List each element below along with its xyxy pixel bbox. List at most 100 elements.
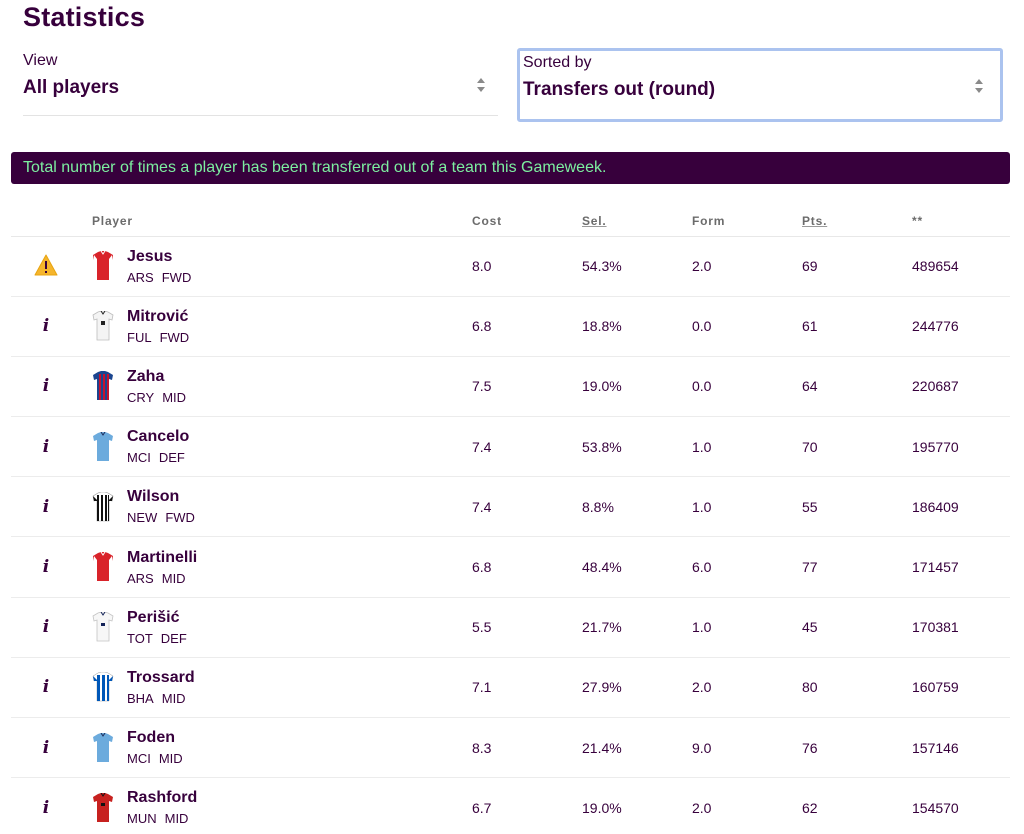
table-row[interactable]: i Trossard BHA MID 7.1 27.9% 2.0 80 160759 [11, 657, 1010, 719]
player-cell[interactable]: Martinelli ARS MID [81, 536, 472, 598]
cost-cell: 7.4 [472, 416, 582, 478]
player-cell[interactable]: Jesus ARS FWD [81, 236, 472, 297]
form-cell: 1.0 [692, 416, 802, 478]
status-cell: i [11, 717, 81, 779]
table-row[interactable]: i Perišić TOT DEF 5.5 21.7% 1.0 45 170381 [11, 597, 1010, 658]
shirt-icon [92, 672, 114, 702]
points-cell: 55 [802, 476, 912, 538]
player-name[interactable]: Jesus [127, 247, 173, 265]
player-name[interactable]: Martinelli [127, 548, 198, 566]
status-cell: i [11, 356, 81, 418]
shirt-icon [93, 732, 113, 762]
status-cell: i [11, 476, 81, 538]
player-meta: CRY MID [127, 390, 186, 405]
player-name[interactable]: Foden [127, 729, 175, 747]
info-icon[interactable]: i [42, 557, 50, 578]
player-cell[interactable]: Foden MCI MID [81, 717, 472, 779]
player-team: MCI [127, 450, 151, 466]
transfers-out-cell: 160759 [912, 657, 1010, 719]
player-name[interactable]: Rashford [127, 789, 198, 807]
points-cell: 70 [802, 416, 912, 478]
player-position: MID [161, 570, 186, 586]
player-position: FWD [159, 329, 190, 345]
player-cell[interactable]: Rashford MUN MID [81, 777, 472, 834]
player-meta: MCI MID [127, 751, 183, 766]
player-position: DEF [158, 450, 185, 466]
player-cell[interactable]: Perišić TOT DEF [81, 597, 472, 658]
table-row[interactable]: Jesus ARS FWD 8.0 54.3% 2.0 69 489654 [11, 236, 1010, 297]
cost-cell: 7.5 [472, 356, 582, 418]
player-name[interactable]: Zaha [127, 367, 165, 385]
player-name[interactable]: Cancelo [127, 428, 190, 446]
points-cell: 64 [802, 356, 912, 418]
transfers-out-cell: 186409 [912, 476, 1010, 538]
player-cell[interactable]: Trossard BHA MID [81, 657, 472, 719]
selected-cell: 21.4% [582, 717, 692, 779]
table-row[interactable]: i Cancelo MCI DEF 7.4 53.8% 1.0 70 195770 [11, 416, 1010, 478]
player-name[interactable]: Wilson [127, 488, 180, 506]
info-icon[interactable]: i [42, 737, 50, 758]
shirt-icon [93, 552, 113, 582]
form-cell: 6.0 [692, 536, 802, 598]
header-sel[interactable]: Sel. [582, 206, 692, 237]
cost-cell: 7.1 [472, 657, 582, 719]
select-arrows-icon [476, 78, 486, 92]
player-team: FUL [127, 329, 152, 345]
player-position: FWD [161, 269, 192, 285]
form-cell: 1.0 [692, 597, 802, 658]
transfers-out-cell: 170381 [912, 597, 1010, 658]
player-team: BHA [127, 690, 154, 706]
table-row[interactable]: i Wilson NEW FWD 7.4 8.8% 1.0 55 186409 [11, 476, 1010, 538]
info-icon[interactable]: i [42, 376, 50, 397]
player-name[interactable]: Mitrović [127, 307, 189, 325]
player-name[interactable]: Perišić [127, 608, 180, 626]
transfers-out-cell: 244776 [912, 296, 1010, 357]
cost-cell: 8.0 [472, 236, 582, 297]
status-cell [11, 236, 81, 297]
info-icon[interactable]: i [42, 677, 50, 698]
table-row[interactable]: i Zaha CRY MID 7.5 19.0% 0.0 64 220687 [11, 356, 1010, 418]
sort-select[interactable]: Sorted by Transfers out (round) [517, 48, 1003, 122]
points-cell: 76 [802, 717, 912, 779]
info-icon[interactable]: i [42, 436, 50, 457]
view-select[interactable]: View All players [23, 52, 498, 116]
player-position: DEF [160, 630, 187, 646]
info-icon[interactable]: i [42, 316, 50, 337]
cost-cell: 6.8 [472, 536, 582, 598]
table-row[interactable]: i Mitrović FUL FWD 6.8 18.8% 0.0 61 244776 [11, 296, 1010, 357]
info-icon[interactable]: i [42, 496, 50, 517]
header-pts[interactable]: Pts. [802, 206, 912, 237]
header-cost: Cost [472, 206, 582, 237]
points-cell: 61 [802, 296, 912, 357]
shirt-icon [93, 431, 113, 461]
player-name[interactable]: Trossard [127, 668, 195, 686]
transfers-out-cell: 220687 [912, 356, 1010, 418]
form-cell: 2.0 [692, 236, 802, 297]
player-cell[interactable]: Wilson NEW FWD [81, 476, 472, 538]
points-cell: 45 [802, 597, 912, 658]
sort-select-value[interactable]: Transfers out (round) [523, 79, 716, 100]
player-cell[interactable]: Zaha CRY MID [81, 356, 472, 418]
transfers-out-cell: 171457 [912, 536, 1010, 598]
table-row[interactable]: i Martinelli ARS MID 6.8 48.4% 6.0 77 171457 [11, 536, 1010, 598]
form-cell: 9.0 [692, 717, 802, 779]
player-team: MUN [127, 811, 157, 827]
player-meta: FUL FWD [127, 330, 189, 345]
form-cell: 1.0 [692, 476, 802, 538]
select-arrows-icon [974, 79, 984, 93]
player-cell[interactable]: Cancelo MCI DEF [81, 416, 472, 478]
form-cell: 2.0 [692, 657, 802, 719]
status-cell: i [11, 536, 81, 598]
table-row[interactable]: i Rashford MUN MID 6.7 19.0% 2.0 62 154570 [11, 777, 1010, 834]
view-select-value[interactable]: All players [23, 77, 120, 98]
player-team: ARS [127, 269, 154, 285]
info-icon[interactable]: i [42, 617, 50, 638]
info-icon[interactable]: i [42, 797, 50, 818]
cost-cell: 6.7 [472, 777, 582, 834]
cost-cell: 8.3 [472, 717, 582, 779]
player-cell[interactable]: Mitrović FUL FWD [81, 296, 472, 357]
warning-icon[interactable] [34, 254, 58, 276]
table-row[interactable]: i Foden MCI MID 8.3 21.4% 9.0 76 157146 [11, 717, 1010, 779]
player-meta: TOT DEF [127, 631, 187, 646]
page-title: Statistics [23, 2, 146, 32]
